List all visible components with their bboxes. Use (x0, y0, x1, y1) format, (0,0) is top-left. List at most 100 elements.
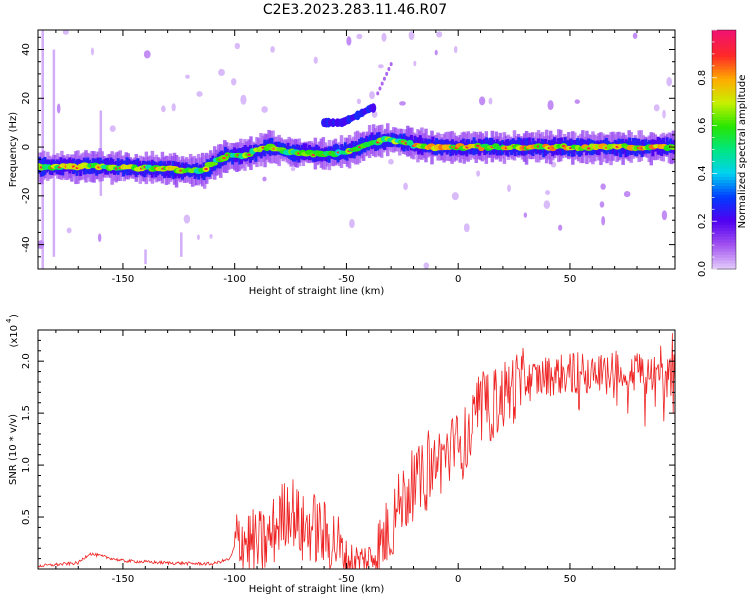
colorbar-segment (712, 245, 736, 249)
noise-speckle (262, 176, 267, 182)
colorbar-segment (712, 83, 736, 88)
colorbar-segment (712, 122, 736, 127)
colorbar-segment (712, 98, 736, 103)
colorbar-segment (712, 89, 736, 94)
ridge-band (254, 144, 258, 162)
colorbar-segment (712, 215, 736, 219)
colorbar-segment (712, 80, 736, 85)
ridge-peak (586, 147, 591, 150)
colorbar-segment (712, 119, 736, 124)
noise-streak (52, 49, 56, 257)
noise-speckle (434, 49, 438, 56)
colorbar-segment (712, 104, 736, 109)
noise-speckle (547, 100, 554, 111)
y-unit-text: (x10 (9, 325, 20, 348)
y-axis-label: Frequency (Hz) (8, 112, 19, 188)
y-tick-label: 1.5 (21, 405, 32, 421)
ridge-peak (311, 153, 316, 157)
colorbar-segment (712, 74, 736, 79)
colorbar-segment (712, 32, 736, 37)
colorbar-segment (712, 176, 736, 180)
colorbar-segment (712, 143, 736, 148)
colorbar-segment (712, 260, 736, 264)
ridge-peak (476, 144, 480, 147)
colorbar-segment (712, 206, 736, 210)
ridge-band (136, 158, 140, 175)
y-tick-label: 0 (21, 144, 32, 150)
secondary-branch-tail (376, 91, 380, 96)
ridge-core (208, 161, 218, 166)
colorbar-tick-label: 0.8 (697, 70, 708, 86)
colorbar-segment (712, 146, 736, 151)
secondary-branch-tail (382, 76, 386, 81)
colorbar-segment (712, 173, 736, 177)
noise-speckle (632, 32, 638, 39)
x-axis-label: Height of straight line (km) (249, 286, 385, 297)
colorbar-segment (712, 263, 736, 267)
secondary-branch-tail (380, 81, 384, 86)
snr-panel: -150 -100 -50 0 50 0.5 1.0 1.5 2.0 Height of stra… (5, 314, 676, 595)
y-unit-exponent: 4 (5, 318, 13, 323)
ridge-peak (222, 156, 226, 160)
colorbar-segment (712, 188, 736, 192)
noise-speckle (185, 74, 190, 79)
secondary-branch-tail (389, 62, 393, 67)
colorbar-segment (712, 131, 736, 136)
colorbar-segment (712, 221, 736, 225)
colorbar-segment (712, 254, 736, 258)
noise-speckle (661, 210, 668, 221)
ridge-peak (204, 167, 208, 171)
colorbar-segment (712, 38, 736, 43)
colorbar-segment (712, 233, 736, 237)
noise-speckle (270, 46, 275, 53)
colorbar-segment (712, 101, 736, 106)
noise-speckle (143, 50, 151, 59)
noise-speckle (369, 91, 375, 100)
colorbar-segment (712, 128, 736, 133)
noise-speckle (62, 30, 69, 35)
noise-speckle (230, 78, 237, 86)
colorbar-segment (712, 113, 736, 118)
colorbar-segment (712, 65, 736, 70)
colorbar-segment (712, 50, 736, 55)
noise-speckle (290, 166, 296, 172)
noise-speckle (234, 42, 241, 50)
spectrogram-frame (37, 29, 676, 270)
secondary-branch-tail (385, 71, 389, 76)
colorbar-segment (712, 137, 736, 142)
colorbar-segment (712, 95, 736, 100)
colorbar: 0.0 0.2 0.4 0.6 0.8 Normalized spectral ampli… (697, 29, 748, 277)
colorbar-segment (712, 179, 736, 183)
noise-speckle (488, 97, 493, 105)
colorbar-segment (712, 230, 736, 234)
noise-speckle (574, 99, 580, 104)
colorbar-segment (712, 191, 736, 195)
colorbar-segment (712, 257, 736, 261)
colorbar-segment (712, 56, 736, 61)
colorbar-segment (712, 107, 736, 112)
noise-speckle (451, 192, 459, 201)
y-tick-label: 0.5 (21, 509, 32, 525)
colorbar-segment (712, 167, 736, 172)
noise-speckle (109, 125, 116, 132)
colorbar-segment (712, 140, 736, 145)
noise-speckle (66, 227, 72, 234)
colorbar-segment (712, 182, 736, 186)
noise-speckle (408, 31, 415, 41)
snr-plot-area (38, 330, 675, 569)
colorbar-tick-label: 0.0 (697, 261, 708, 277)
snr-frame (37, 329, 676, 570)
secondary-branch-mark (370, 103, 377, 113)
colorbar-segment (712, 218, 736, 222)
noise-speckle (413, 60, 417, 67)
colorbar-segment (712, 197, 736, 201)
colorbar-label: Normalized spectral amplitude (737, 75, 748, 229)
noise-speckle (558, 224, 563, 231)
x-tick-label: -100 (223, 574, 246, 585)
colorbar-segment (712, 251, 736, 255)
spectrogram-image (38, 30, 675, 269)
x-tick-label: -150 (112, 274, 135, 285)
y-tick-label: 1.0 (21, 457, 32, 473)
x-tick-label: 0 (455, 274, 461, 285)
colorbar-segment (712, 86, 736, 91)
